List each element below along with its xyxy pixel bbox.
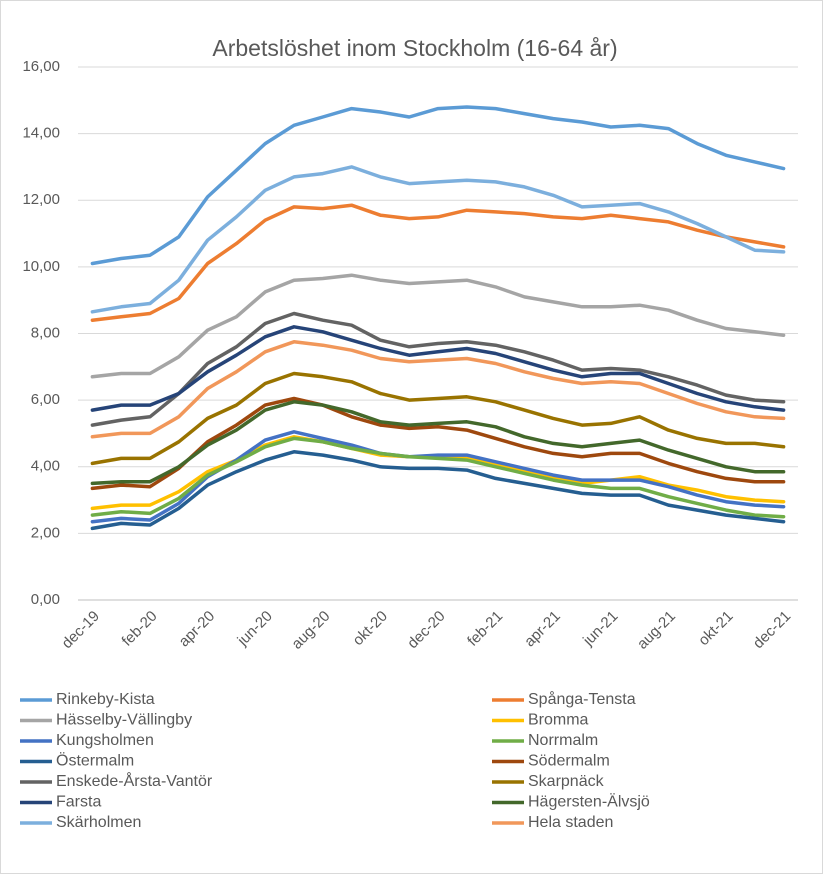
y-tick-label: 14,00 <box>22 125 60 142</box>
y-tick-label: 10,00 <box>22 258 60 275</box>
legend-label: Skarpnäck <box>528 773 605 790</box>
legend-label: Kungsholmen <box>56 732 154 749</box>
legend-label: Hägersten-Älvsjö <box>528 793 650 811</box>
series-line <box>90 371 786 466</box>
legend-label: Rinkeby-Kista <box>56 691 155 708</box>
legend-label: Bromma <box>528 712 589 729</box>
legend-label: Skärholmen <box>56 814 141 831</box>
series-line <box>90 436 786 519</box>
series-line <box>90 325 786 412</box>
legend-label: Enskede-Årsta-Vantör <box>56 771 213 790</box>
series-line <box>90 203 786 322</box>
legend-label: Södermalm <box>528 753 610 770</box>
legend-label: Norrmalm <box>528 732 598 749</box>
y-tick-label: 0,00 <box>31 591 60 608</box>
y-tick-label: 4,00 <box>31 458 60 475</box>
y-tick-label: 16,00 <box>22 58 60 75</box>
chart-title: Arbetslöshet inom Stockholm (16-64 år) <box>212 35 617 61</box>
y-tick-label: 6,00 <box>31 391 60 408</box>
series-line <box>90 273 786 379</box>
y-tick-label: 12,00 <box>22 191 60 208</box>
series-line <box>90 311 786 427</box>
legend-label: Spånga-Tensta <box>528 690 636 708</box>
series-line <box>90 340 786 439</box>
legend-label: Hela staden <box>528 814 613 831</box>
legend-label: Hässelby-Vällingby <box>56 712 192 729</box>
series-line <box>90 165 786 314</box>
series-line <box>90 396 786 491</box>
legend-label: Farsta <box>56 794 101 811</box>
series-line <box>90 400 786 486</box>
series-line <box>90 450 786 531</box>
y-tick-label: 8,00 <box>31 324 60 341</box>
series-line <box>90 105 786 266</box>
legend-label: Östermalm <box>56 752 134 770</box>
y-tick-label: 2,00 <box>31 524 60 541</box>
